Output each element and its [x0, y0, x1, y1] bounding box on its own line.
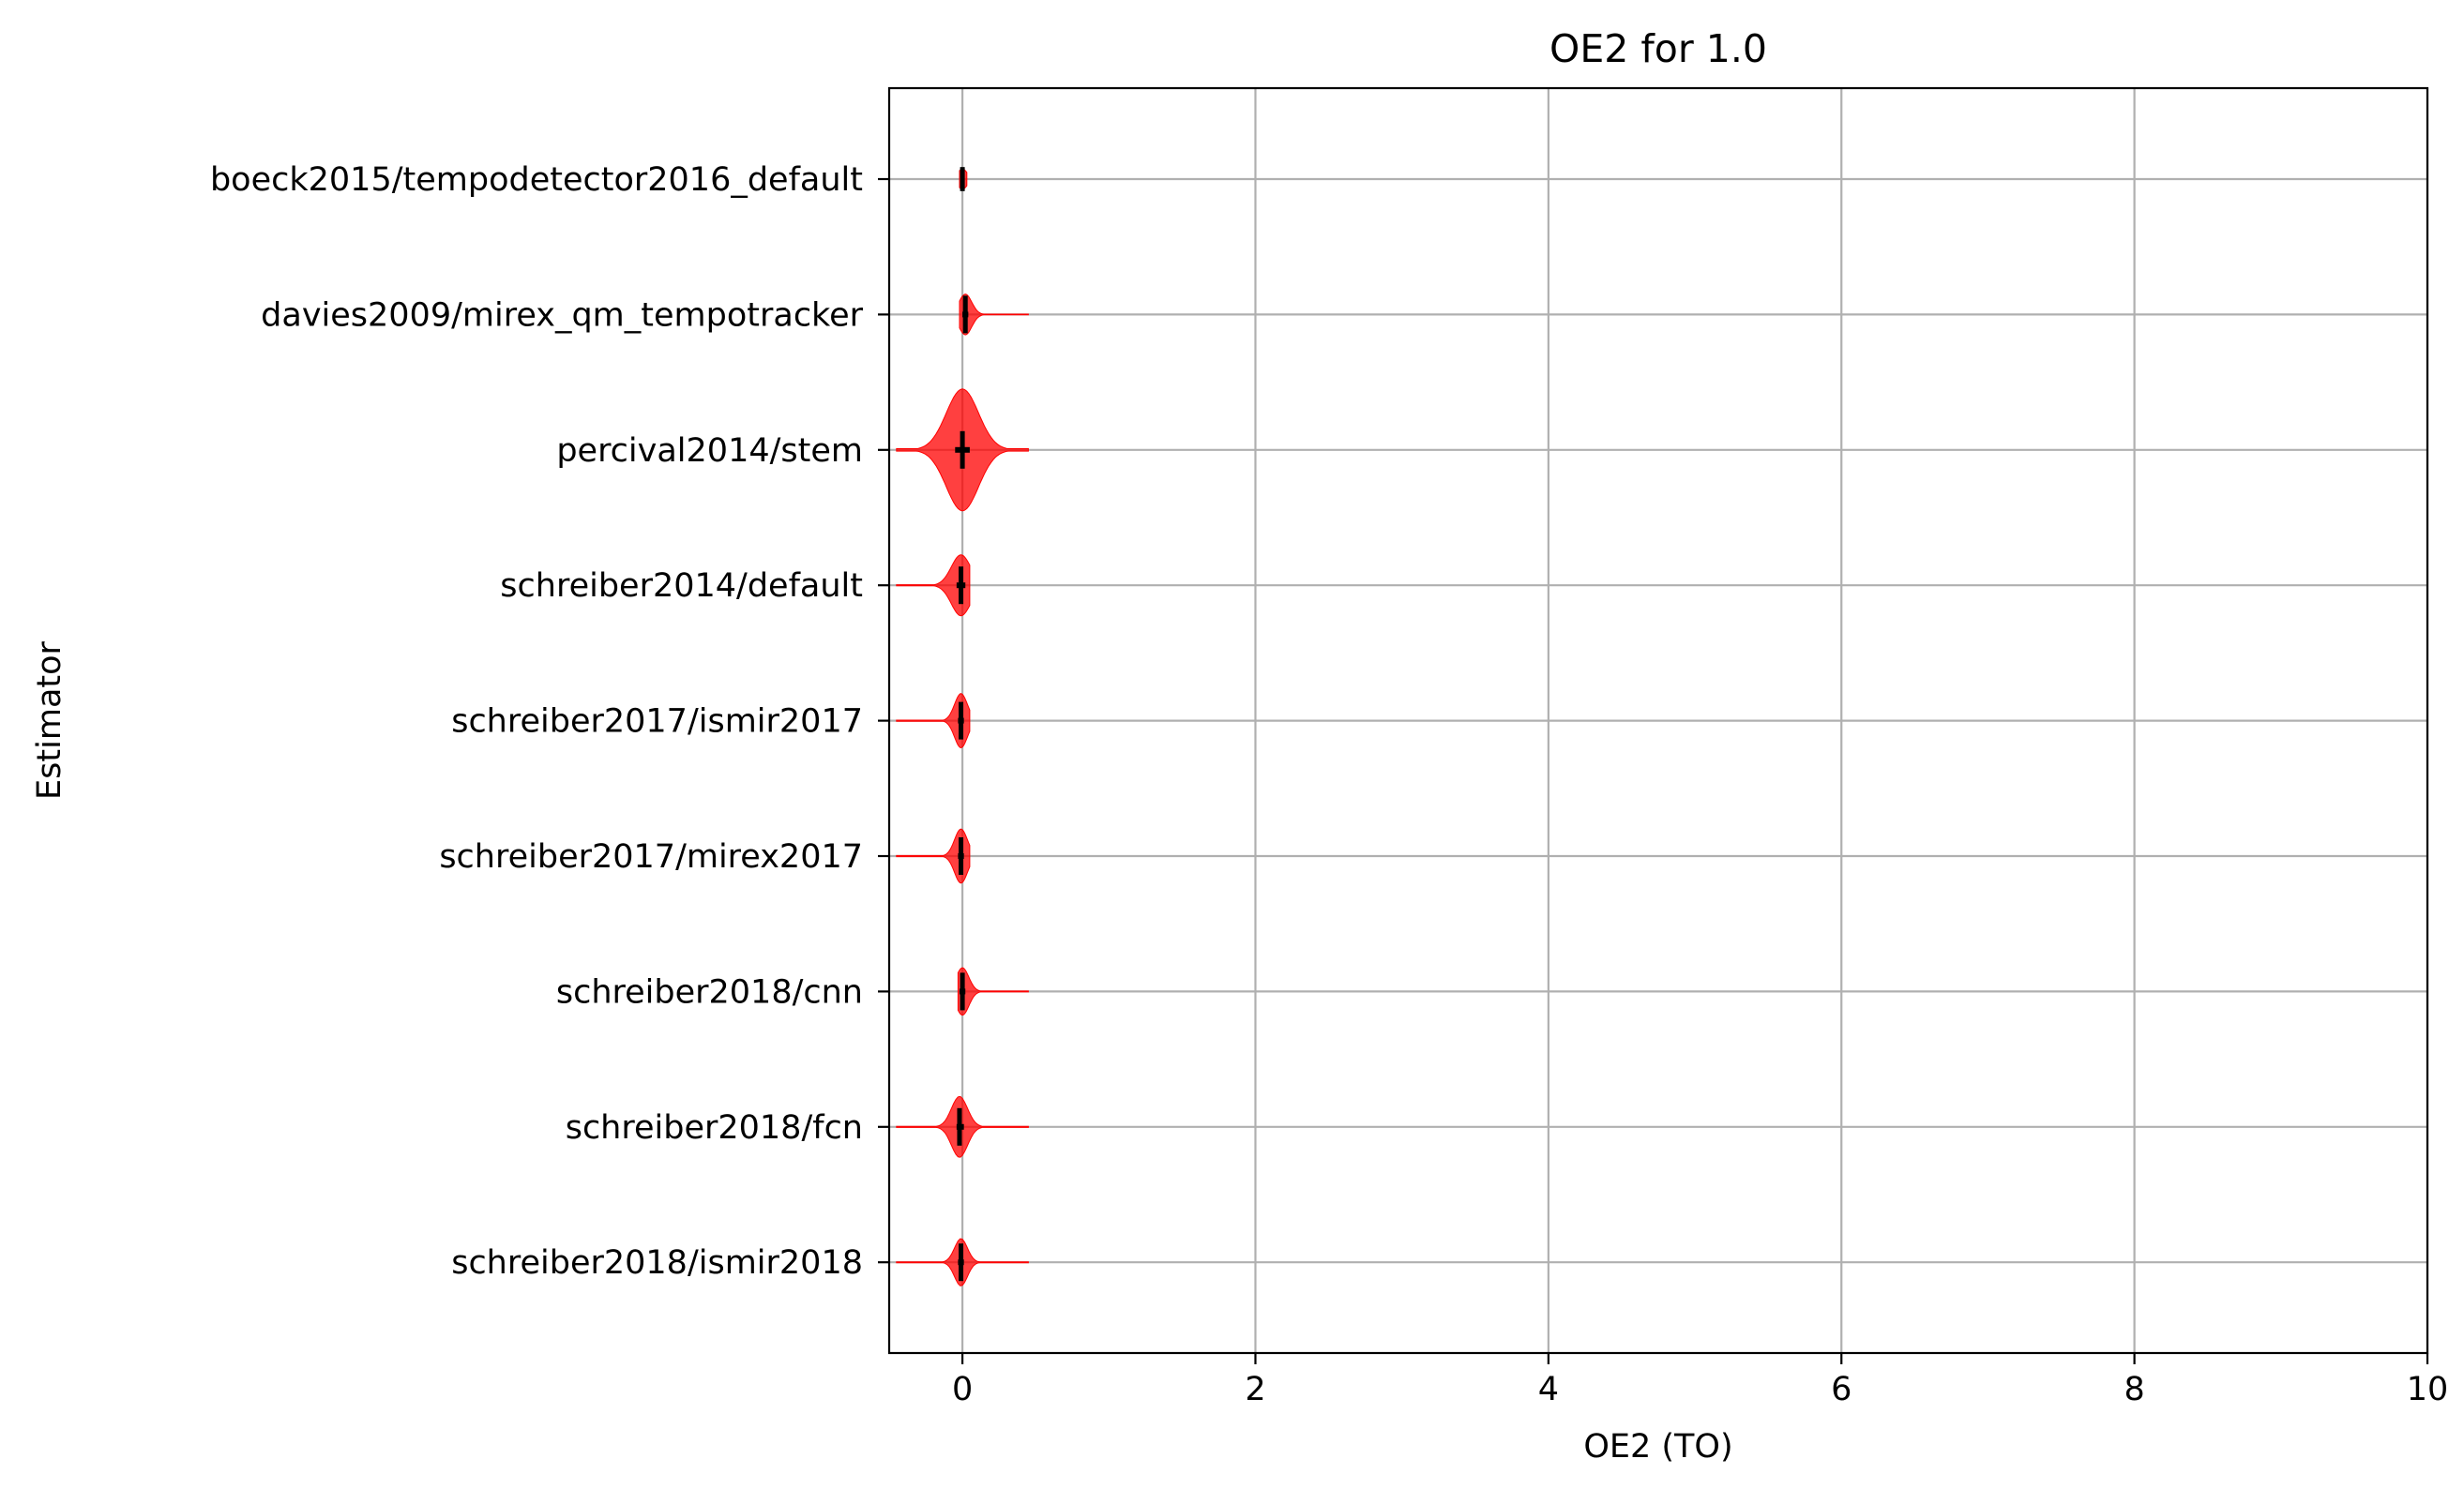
y-tick-label: schreiber2018/cnn	[556, 973, 863, 1011]
violin-body	[959, 293, 1029, 336]
y-tick-label: schreiber2017/mirex2017	[439, 838, 863, 876]
violin-body	[896, 693, 971, 749]
y-tick-label: schreiber2018/ismir2018	[451, 1244, 863, 1282]
x-axis-label: OE2 (TO)	[1583, 1428, 1732, 1466]
y-tick-label: davies2009/mirex_qm_tempotracker	[261, 296, 863, 334]
grid	[889, 88, 2429, 1353]
chart-title: OE2 for 1.0	[1549, 26, 1767, 71]
x-tick-label: 10	[2407, 1371, 2449, 1408]
violin-body	[896, 554, 971, 617]
violin-body	[957, 967, 1029, 1016]
violins	[896, 167, 1029, 1286]
violin-body	[896, 828, 971, 884]
x-tick-label: 2	[1245, 1371, 1265, 1408]
y-tick-label: schreiber2018/fcn	[566, 1109, 863, 1147]
y-tick-label: boeck2015/tempodetector2016_default	[210, 161, 863, 199]
x-tick-label: 6	[1831, 1371, 1852, 1408]
y-tick-label: schreiber2017/ismir2017	[451, 703, 863, 741]
y-tick-label: percival2014/stem	[556, 432, 863, 470]
x-tick-label: 4	[1538, 1371, 1559, 1408]
ticks: 0 2 4 6 8 10 boeck2015/tempodetector2016_defau…	[210, 161, 2448, 1408]
x-tick-label: 8	[2124, 1371, 2144, 1408]
x-tick-label: 0	[952, 1371, 973, 1408]
y-tick-label: schreiber2014/default	[500, 567, 863, 605]
y-axis-label: Estimator	[31, 640, 68, 799]
